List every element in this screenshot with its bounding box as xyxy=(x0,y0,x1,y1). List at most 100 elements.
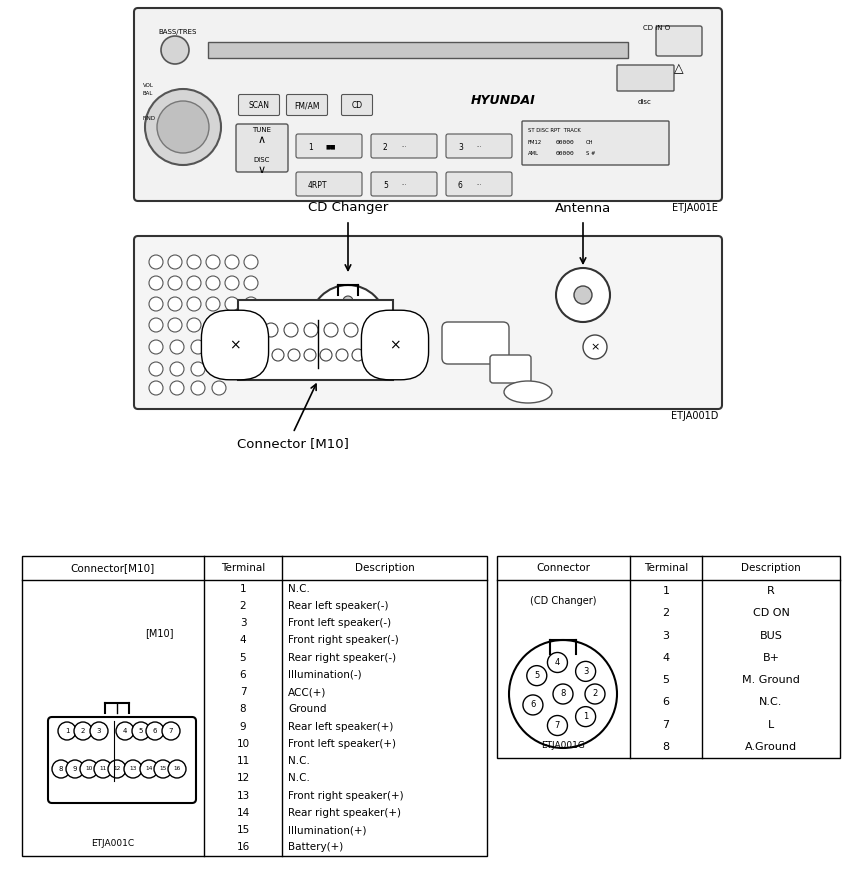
Text: 3: 3 xyxy=(96,728,102,734)
Text: 5: 5 xyxy=(662,675,669,685)
Text: ×: × xyxy=(589,342,599,352)
Text: AML: AML xyxy=(527,151,538,156)
Text: VOL: VOL xyxy=(142,83,154,88)
Circle shape xyxy=(358,333,368,344)
Text: CD Changer: CD Changer xyxy=(308,201,387,214)
Text: 5: 5 xyxy=(139,728,143,734)
Text: BAL: BAL xyxy=(142,91,154,96)
Circle shape xyxy=(168,255,182,269)
Text: 2: 2 xyxy=(592,690,597,699)
Text: ■■: ■■ xyxy=(326,145,336,150)
Circle shape xyxy=(191,381,205,395)
Circle shape xyxy=(206,255,220,269)
Text: ···: ··· xyxy=(475,145,481,150)
Text: 6: 6 xyxy=(153,728,157,734)
FancyBboxPatch shape xyxy=(445,134,512,158)
Text: disc: disc xyxy=(637,99,651,105)
Text: Front right speaker(+): Front right speaker(+) xyxy=(287,790,403,801)
Text: Antenna: Antenna xyxy=(554,201,611,214)
Circle shape xyxy=(168,318,182,332)
Text: M. Ground: M. Ground xyxy=(741,675,799,685)
Text: N.C.: N.C. xyxy=(287,774,310,783)
Text: 3: 3 xyxy=(457,143,462,152)
Text: Front right speaker(-): Front right speaker(-) xyxy=(287,635,398,646)
Circle shape xyxy=(584,684,604,704)
Text: ···: ··· xyxy=(401,183,406,188)
Circle shape xyxy=(368,349,380,361)
Circle shape xyxy=(187,318,200,332)
Text: TUNE: TUNE xyxy=(252,127,271,133)
Circle shape xyxy=(212,381,226,395)
Circle shape xyxy=(148,255,163,269)
Text: 00000: 00000 xyxy=(555,151,574,156)
Circle shape xyxy=(187,276,200,290)
Circle shape xyxy=(508,640,616,748)
Text: ACC(+): ACC(+) xyxy=(287,687,326,697)
Circle shape xyxy=(154,760,171,778)
Circle shape xyxy=(94,760,112,778)
Text: 13: 13 xyxy=(236,790,249,801)
Circle shape xyxy=(272,349,284,361)
Text: ETJA001G: ETJA001G xyxy=(541,741,584,750)
Circle shape xyxy=(256,349,268,361)
Text: 4: 4 xyxy=(662,653,669,663)
Circle shape xyxy=(148,276,163,290)
Text: ×: × xyxy=(389,338,400,352)
Text: Ground: Ground xyxy=(287,705,326,714)
Bar xyxy=(22,556,486,856)
Text: 4: 4 xyxy=(554,658,560,667)
Circle shape xyxy=(284,323,298,337)
Text: Front left speaker(-): Front left speaker(-) xyxy=(287,618,391,628)
Circle shape xyxy=(148,318,163,332)
Bar xyxy=(238,300,392,380)
Circle shape xyxy=(145,89,221,165)
FancyBboxPatch shape xyxy=(442,322,508,364)
Text: 11: 11 xyxy=(99,766,107,772)
Text: 2: 2 xyxy=(662,609,669,618)
FancyBboxPatch shape xyxy=(341,94,372,116)
Circle shape xyxy=(323,323,338,337)
FancyBboxPatch shape xyxy=(238,94,279,116)
Text: 13: 13 xyxy=(129,766,136,772)
Text: Battery(+): Battery(+) xyxy=(287,842,343,852)
Circle shape xyxy=(161,36,189,64)
Circle shape xyxy=(343,340,352,350)
Text: 7: 7 xyxy=(554,721,560,730)
Circle shape xyxy=(140,760,158,778)
Circle shape xyxy=(116,722,134,740)
Text: ×: × xyxy=(229,338,241,352)
Bar xyxy=(208,42,627,58)
FancyBboxPatch shape xyxy=(445,172,512,196)
Text: Description: Description xyxy=(740,563,800,573)
Circle shape xyxy=(148,362,163,376)
FancyBboxPatch shape xyxy=(616,65,673,91)
Text: ETJA001C: ETJA001C xyxy=(91,839,135,848)
Text: 6: 6 xyxy=(457,181,462,190)
Circle shape xyxy=(240,349,252,361)
Text: 1: 1 xyxy=(240,584,246,594)
Text: N.C.: N.C. xyxy=(287,756,310,766)
Text: 4: 4 xyxy=(240,635,246,646)
Circle shape xyxy=(335,349,347,361)
Circle shape xyxy=(363,323,378,337)
Text: N.C.: N.C. xyxy=(758,698,781,707)
Text: 5: 5 xyxy=(533,671,539,680)
Text: 7: 7 xyxy=(169,728,173,734)
Circle shape xyxy=(244,297,258,311)
Circle shape xyxy=(170,362,183,376)
Circle shape xyxy=(244,276,258,290)
Text: 3: 3 xyxy=(583,667,588,676)
Circle shape xyxy=(191,362,205,376)
Circle shape xyxy=(157,101,209,153)
Text: 2: 2 xyxy=(382,143,387,152)
Circle shape xyxy=(224,318,239,332)
Circle shape xyxy=(146,722,164,740)
Text: CD: CD xyxy=(351,101,363,110)
Text: 00000: 00000 xyxy=(555,140,574,145)
Text: 6: 6 xyxy=(662,698,669,707)
Text: ST DISC RPT  TRACK: ST DISC RPT TRACK xyxy=(527,128,580,133)
Text: Rear left speaker(-): Rear left speaker(-) xyxy=(287,601,388,611)
Text: 7: 7 xyxy=(240,687,246,697)
Circle shape xyxy=(224,276,239,290)
Circle shape xyxy=(124,760,142,778)
